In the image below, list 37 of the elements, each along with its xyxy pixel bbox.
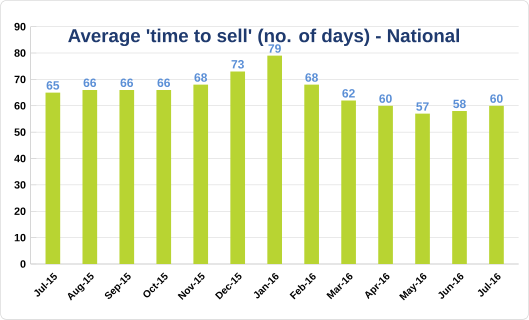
- y-tick-label: 60: [14, 102, 26, 110]
- y-tick-label: 70: [14, 76, 26, 84]
- data-label: 58: [453, 100, 466, 108]
- bar: [341, 100, 356, 264]
- y-tick-label: 0: [20, 260, 26, 268]
- bar: [156, 90, 172, 264]
- data-label: 68: [305, 73, 318, 82]
- bar: [119, 90, 134, 264]
- bar: [230, 71, 246, 264]
- data-label: 66: [158, 78, 170, 88]
- bar: [82, 90, 98, 264]
- y-tick-label: 90: [14, 22, 26, 30]
- bar: [193, 84, 208, 264]
- y-tick-label: 80: [14, 49, 26, 57]
- y-tick-label: 10: [14, 234, 26, 242]
- data-label: 62: [342, 89, 355, 98]
- bar: [46, 92, 60, 264]
- bar: [304, 84, 319, 264]
- data-label: 60: [379, 94, 392, 103]
- bar: [489, 106, 504, 264]
- y-tick-label: 30: [14, 181, 26, 189]
- y-tick-label: 40: [14, 154, 26, 162]
- data-label: 66: [84, 78, 96, 88]
- y-tick-label: 50: [14, 128, 26, 136]
- data-label: 65: [46, 81, 60, 90]
- data-label: 79: [268, 44, 281, 53]
- bar: [452, 111, 467, 264]
- data-label: 57: [416, 102, 429, 111]
- data-label: 73: [232, 60, 244, 69]
- bar: [267, 56, 282, 264]
- data-label: 68: [194, 73, 208, 82]
- chart-title: Average 'time to sell' (no. of days) - National: [68, 28, 459, 46]
- data-label: 60: [490, 94, 503, 103]
- bar: [415, 114, 430, 264]
- y-tick-label: 20: [14, 207, 26, 216]
- data-label: 66: [120, 78, 134, 88]
- bar: [378, 106, 393, 264]
